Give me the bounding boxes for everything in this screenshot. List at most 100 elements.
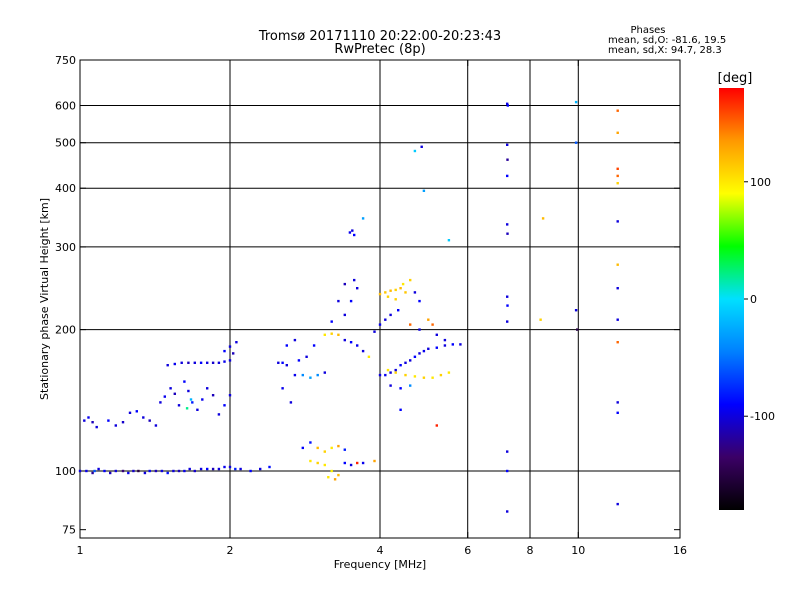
- x-axis-label: Frequency [MHz]: [334, 558, 426, 571]
- data-point: [172, 469, 175, 473]
- data-point: [435, 424, 438, 427]
- data-point: [235, 341, 238, 344]
- data-point: [107, 419, 110, 422]
- data-point: [506, 469, 509, 473]
- data-point: [384, 291, 387, 294]
- data-point: [506, 232, 509, 235]
- data-point: [187, 389, 190, 393]
- data-point: [249, 469, 252, 473]
- data-point: [404, 361, 407, 364]
- data-point: [367, 355, 371, 358]
- data-point: [439, 373, 443, 377]
- chart-title: Tromsø 20171110 20:22:00-20:23:43: [258, 29, 501, 44]
- data-point: [83, 419, 86, 422]
- data-point: [228, 394, 232, 397]
- data-point: [142, 416, 145, 419]
- data-point: [316, 461, 319, 465]
- data-point: [356, 344, 359, 347]
- data-point: [389, 384, 392, 387]
- data-point: [206, 387, 209, 390]
- data-point: [154, 424, 158, 427]
- data-point: [309, 441, 312, 444]
- data-point: [413, 375, 417, 378]
- data-point: [506, 295, 509, 298]
- data-point: [404, 373, 407, 377]
- phase-stats-o: mean, sd,O: -81.6, 19.5: [608, 35, 726, 46]
- colorbar-tick-label: -100: [750, 410, 775, 423]
- data-point: [183, 469, 186, 473]
- data-point: [285, 344, 288, 347]
- data-point: [506, 450, 509, 453]
- data-point: [293, 373, 297, 377]
- phase-stats-heading: Phases: [630, 25, 665, 36]
- data-point: [418, 299, 421, 303]
- data-point: [413, 149, 417, 153]
- data-point: [389, 371, 392, 374]
- data-point: [148, 469, 151, 473]
- data-point: [143, 471, 147, 475]
- data-point: [349, 341, 353, 344]
- data-point: [378, 292, 382, 296]
- data-points: [78, 100, 619, 513]
- data-point: [413, 355, 417, 358]
- colorbar-unit-label: [deg]: [718, 71, 753, 86]
- x-tick-label: 10: [571, 544, 585, 557]
- data-point: [399, 387, 402, 390]
- data-point: [378, 373, 382, 377]
- data-point: [337, 444, 340, 448]
- data-point: [309, 376, 312, 379]
- y-tick-label: 300: [55, 241, 76, 254]
- data-point: [389, 289, 392, 292]
- data-point: [268, 465, 271, 469]
- data-point: [114, 424, 117, 427]
- colorbar: [719, 88, 744, 510]
- data-point: [316, 446, 319, 450]
- data-point: [616, 220, 619, 223]
- data-point: [211, 467, 215, 471]
- data-point: [330, 469, 333, 473]
- data-point: [343, 338, 346, 342]
- data-point: [223, 360, 226, 363]
- data-point: [356, 287, 359, 290]
- data-point: [109, 471, 112, 475]
- data-point: [616, 287, 619, 290]
- data-point: [187, 361, 190, 364]
- data-point: [427, 318, 430, 321]
- data-point: [343, 313, 346, 317]
- data-point: [399, 408, 402, 411]
- data-point: [616, 174, 619, 178]
- data-point: [185, 407, 189, 410]
- data-point: [506, 143, 509, 146]
- data-point: [309, 459, 312, 463]
- data-point: [191, 401, 194, 404]
- data-point: [409, 323, 412, 326]
- phase-stats-x: mean, sd,X: 94.7, 28.3: [608, 45, 722, 56]
- data-point: [330, 320, 333, 323]
- data-point: [121, 469, 125, 473]
- data-point: [177, 404, 181, 407]
- chart-subtitle: RwPretec (8p): [334, 42, 425, 57]
- data-point: [217, 467, 221, 471]
- data-point: [193, 469, 196, 473]
- data-point: [183, 380, 186, 383]
- data-point: [160, 469, 164, 473]
- data-point: [223, 404, 226, 407]
- data-point: [394, 371, 397, 374]
- data-point: [418, 352, 421, 355]
- data-point: [154, 469, 158, 473]
- data-point: [574, 141, 578, 144]
- data-point: [121, 421, 125, 424]
- data-point: [394, 288, 397, 292]
- y-tick-label: 600: [55, 100, 76, 113]
- data-point: [420, 145, 423, 148]
- data-point: [506, 104, 509, 107]
- data-point: [386, 295, 390, 298]
- data-point: [163, 395, 166, 398]
- data-point: [211, 361, 215, 364]
- data-point: [323, 463, 326, 467]
- colorbar-tick-label: 100: [750, 176, 771, 189]
- data-point: [297, 359, 301, 362]
- data-point: [201, 398, 204, 401]
- data-point: [351, 229, 354, 232]
- data-point: [353, 278, 356, 282]
